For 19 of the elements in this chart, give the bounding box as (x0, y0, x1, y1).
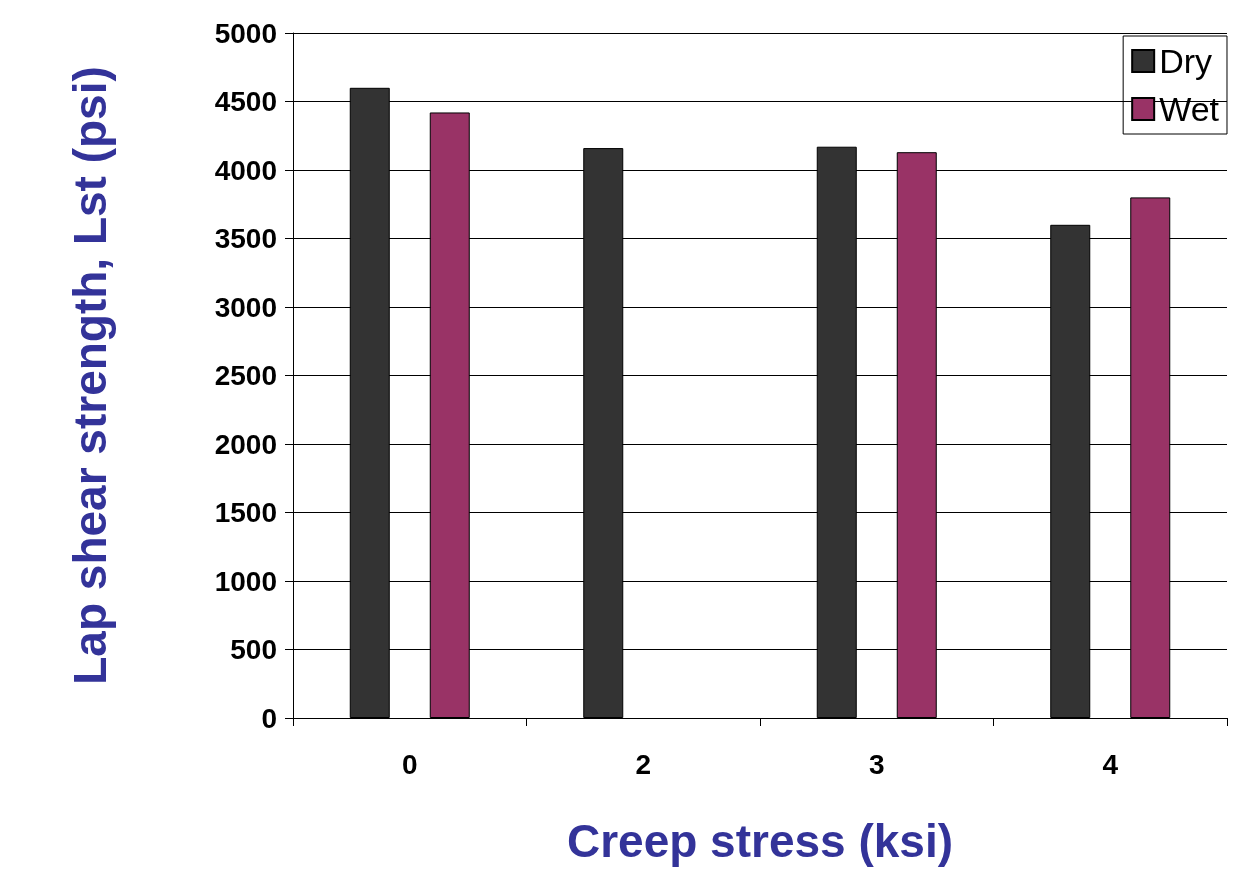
y-tick-label: 1000 (214, 565, 277, 597)
x-tick-label: 2 (635, 748, 652, 780)
y-axis-title: Lap shear strength, Lst (psi) (64, 66, 116, 685)
legend-label: Dry (1159, 42, 1213, 80)
y-tick-label: 2000 (214, 428, 277, 460)
y-tick-label: 4500 (214, 86, 277, 117)
y-tick-label: 5000 (214, 17, 277, 49)
x-tick-label: 0 (401, 748, 418, 780)
x-tick-label: 4 (1102, 748, 1119, 780)
x-axis-title: Creep stress (ksi) (566, 815, 954, 867)
y-tick-label: 1500 (214, 497, 277, 528)
legend-label: Wet (1159, 90, 1220, 128)
y-tick-label: 3500 (214, 223, 277, 254)
x-tick-label: 3 (868, 748, 885, 780)
y-tick-label: 500 (230, 634, 277, 665)
y-tick-label: 0 (261, 702, 277, 734)
y-tick-label: 2500 (214, 360, 277, 391)
y-tick-label: 3000 (214, 291, 277, 323)
y-tick-label: 4000 (214, 154, 277, 186)
